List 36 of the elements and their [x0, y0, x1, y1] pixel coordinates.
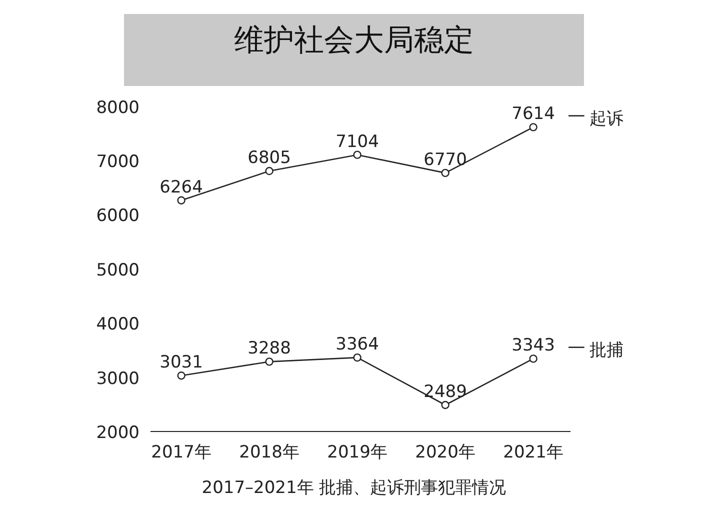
y-tick-label: 4000 — [96, 314, 140, 335]
legend-label: 批捕 — [590, 340, 624, 361]
chart-title: 维护社会大局稳定 — [234, 22, 474, 60]
data-label: 6264 — [160, 177, 203, 198]
point — [529, 123, 538, 132]
point — [441, 400, 450, 410]
data-label: 3343 — [512, 336, 555, 356]
legend-label: 起诉 — [590, 109, 624, 130]
text: 2017–2021年 批捕、起诉刑事犯罪情况 — [202, 477, 506, 500]
point — [177, 196, 186, 204]
x-tick-label: 2017年 — [151, 442, 212, 462]
x-tick-label: 2020年 — [415, 442, 476, 462]
data-label: 7614 — [512, 104, 555, 124]
x-tick-label: 2021年 — [503, 442, 564, 462]
y-tick-label: 6000 — [96, 206, 140, 226]
y-tick-label: 8000 — [96, 98, 140, 118]
data-label: 6770 — [424, 150, 467, 170]
data-label: 7104 — [336, 132, 379, 152]
data-label: 3288 — [248, 338, 291, 359]
y-tick-label: 3000 — [96, 368, 140, 389]
point — [177, 372, 186, 380]
point — [353, 150, 362, 159]
data-label: 3364 — [336, 334, 379, 355]
point — [529, 354, 538, 363]
y-tick-label: 7000 — [96, 152, 140, 172]
point — [265, 166, 274, 176]
point — [353, 353, 362, 362]
data-label: 6805 — [248, 148, 291, 168]
point — [441, 168, 450, 178]
x-tick-label: 2018年 — [239, 442, 300, 462]
y-tick-label: 2000 — [96, 423, 140, 443]
data-label: 3031 — [160, 352, 203, 373]
x-tick-label: 2019年 — [327, 442, 388, 462]
point — [265, 358, 274, 366]
data-label: 2489 — [424, 382, 467, 402]
y-tick-label: 5000 — [96, 260, 140, 280]
